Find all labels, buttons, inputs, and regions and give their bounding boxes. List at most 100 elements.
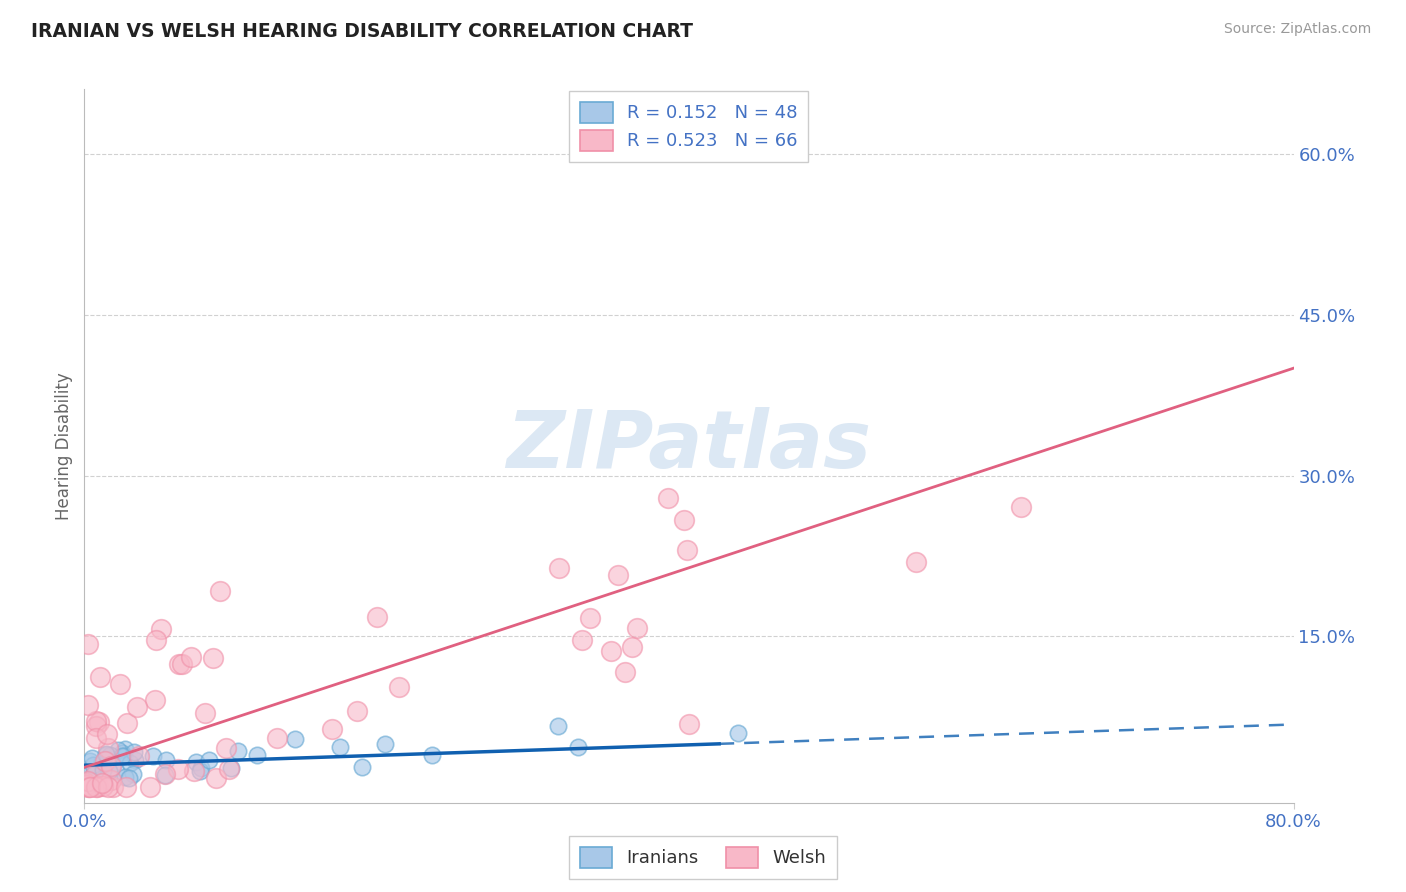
Point xyxy=(578,610,600,624)
Point xyxy=(215,741,238,756)
Point xyxy=(128,748,150,763)
Point xyxy=(571,633,593,648)
Point xyxy=(79,754,101,768)
Point xyxy=(202,651,225,665)
Point xyxy=(79,780,101,794)
Point xyxy=(388,680,411,694)
Point xyxy=(94,747,117,761)
Point xyxy=(93,757,115,772)
Point xyxy=(93,774,115,789)
Point xyxy=(75,778,97,792)
Point xyxy=(115,780,138,794)
Point xyxy=(204,772,226,786)
Point xyxy=(84,731,107,746)
Point xyxy=(122,745,145,759)
Point xyxy=(98,748,121,763)
Point xyxy=(115,716,138,731)
Point xyxy=(422,747,444,762)
Point xyxy=(547,719,569,733)
Text: IRANIAN VS WELSH HEARING DISABILITY CORRELATION CHART: IRANIAN VS WELSH HEARING DISABILITY CORR… xyxy=(31,22,693,41)
Point xyxy=(145,633,167,648)
Point xyxy=(97,755,120,769)
Point xyxy=(87,778,110,792)
Legend: Iranians, Welsh: Iranians, Welsh xyxy=(568,836,838,879)
Point xyxy=(180,650,202,665)
Point xyxy=(194,706,217,720)
Point xyxy=(82,758,104,772)
Point xyxy=(75,776,97,790)
Point xyxy=(111,746,134,760)
Point xyxy=(184,755,207,769)
Point xyxy=(155,753,177,767)
Point xyxy=(190,764,212,779)
Point xyxy=(150,622,173,636)
Point xyxy=(104,764,127,779)
Point xyxy=(567,739,589,754)
Point xyxy=(84,714,107,728)
Point xyxy=(1011,500,1033,514)
Point xyxy=(91,776,114,790)
Point xyxy=(374,737,396,751)
Point xyxy=(96,727,118,741)
Point xyxy=(346,704,368,718)
Point xyxy=(219,761,242,775)
Point xyxy=(548,561,571,575)
Point xyxy=(90,756,112,771)
Point xyxy=(77,773,100,788)
Point xyxy=(79,766,101,780)
Point xyxy=(114,770,136,784)
Point xyxy=(321,722,343,736)
Point xyxy=(675,543,697,558)
Point xyxy=(86,780,108,794)
Point xyxy=(112,748,135,763)
Point xyxy=(284,731,307,746)
Point xyxy=(183,764,205,779)
Point xyxy=(118,756,141,771)
Point xyxy=(87,715,110,730)
Point xyxy=(145,693,167,707)
Point xyxy=(77,780,100,794)
Point xyxy=(139,780,162,794)
Point xyxy=(246,747,269,762)
Point xyxy=(101,780,124,794)
Point xyxy=(329,740,352,755)
Point xyxy=(114,742,136,756)
Point xyxy=(93,779,115,793)
Point xyxy=(107,743,129,757)
Point xyxy=(672,513,695,527)
Point xyxy=(80,751,103,765)
Point xyxy=(87,779,110,793)
Point xyxy=(110,676,132,690)
Point xyxy=(89,670,111,684)
Point xyxy=(103,757,125,772)
Point xyxy=(111,749,134,764)
Point xyxy=(904,555,927,569)
Point xyxy=(153,768,176,782)
Point xyxy=(198,754,221,768)
Point xyxy=(167,762,190,776)
Text: ZIPatlas: ZIPatlas xyxy=(506,407,872,485)
Point xyxy=(84,772,107,786)
Point xyxy=(614,665,637,680)
Point xyxy=(118,771,141,785)
Point xyxy=(218,762,240,776)
Point xyxy=(208,584,231,599)
Point xyxy=(626,621,648,635)
Point xyxy=(607,568,630,582)
Point xyxy=(350,759,373,773)
Point xyxy=(190,761,212,775)
Point xyxy=(167,657,190,671)
Point xyxy=(94,748,117,763)
Point xyxy=(76,637,98,651)
Point xyxy=(170,657,193,671)
Point xyxy=(76,698,98,712)
Y-axis label: Hearing Disability: Hearing Disability xyxy=(55,372,73,520)
Point xyxy=(77,780,100,794)
Point xyxy=(142,748,165,763)
Point xyxy=(153,767,176,781)
Point xyxy=(266,731,288,745)
Point xyxy=(83,768,105,782)
Point xyxy=(97,741,120,756)
Point xyxy=(621,640,644,654)
Point xyxy=(727,726,749,740)
